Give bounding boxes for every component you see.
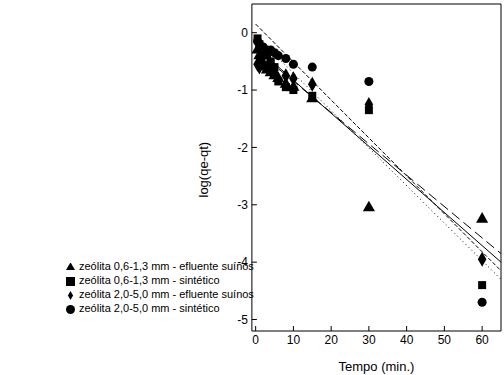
svg-text:0: 0 bbox=[252, 333, 259, 347]
svg-text:0: 0 bbox=[241, 26, 248, 40]
svg-text:30: 30 bbox=[362, 333, 376, 347]
svg-text:-2: -2 bbox=[237, 141, 248, 155]
svg-text:10: 10 bbox=[287, 333, 301, 347]
svg-text:50: 50 bbox=[438, 333, 452, 347]
svg-text:40: 40 bbox=[400, 333, 414, 347]
svg-text:log(qe-qt): log(qe-qt) bbox=[196, 142, 211, 198]
svg-text:-4: -4 bbox=[237, 255, 248, 269]
svg-text:60: 60 bbox=[475, 333, 489, 347]
svg-text:-3: -3 bbox=[237, 198, 248, 212]
svg-text:-5: -5 bbox=[237, 313, 248, 327]
svg-text:20: 20 bbox=[324, 333, 338, 347]
svg-text:-1: -1 bbox=[237, 83, 248, 97]
svg-text:Tempo (min.): Tempo (min.) bbox=[339, 359, 415, 374]
